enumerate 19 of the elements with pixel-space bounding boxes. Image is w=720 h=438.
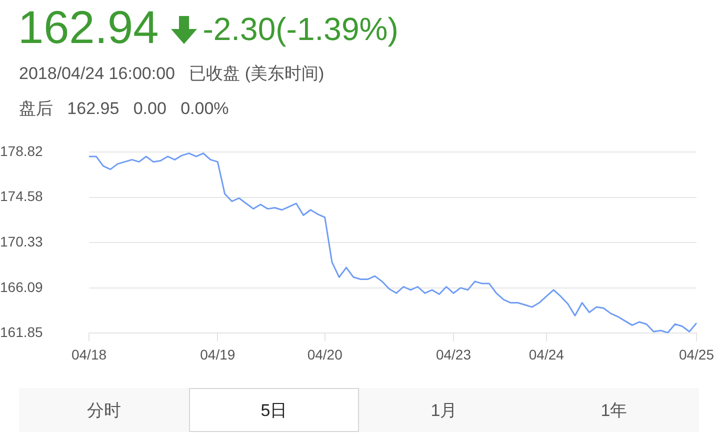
x-tick-label: 04/25 bbox=[678, 346, 714, 362]
x-tick-label: 04/24 bbox=[528, 346, 564, 362]
x-tick-label: 04/19 bbox=[200, 346, 236, 362]
x-tick-label: 04/18 bbox=[71, 346, 107, 362]
y-tick-label: 161.85 bbox=[0, 324, 44, 340]
text: 2018/04/24 16:00:00 已收盘 (美东时间) bbox=[19, 63, 324, 85]
y-tick-label: 178.82 bbox=[0, 142, 44, 159]
chart-title: 162.94 bbox=[18, 0, 159, 54]
x-tick-label: 04/23 bbox=[436, 346, 472, 362]
x-tick-label: 04/20 bbox=[307, 346, 343, 362]
y-tick-label: 170.33 bbox=[0, 234, 44, 250]
text: 5日 bbox=[189, 388, 359, 432]
y-tick-label: 166.09 bbox=[0, 278, 44, 295]
chart-subtitle: -2.30(-1.39%) bbox=[202, 10, 398, 48]
text: 1年 bbox=[600, 400, 628, 422]
text: 分时 bbox=[86, 400, 122, 422]
y-tick-label: 174.58 bbox=[0, 188, 44, 204]
text: 1月 bbox=[430, 400, 458, 422]
text: 盘后 162.95 0.00 0.00% bbox=[19, 98, 229, 120]
